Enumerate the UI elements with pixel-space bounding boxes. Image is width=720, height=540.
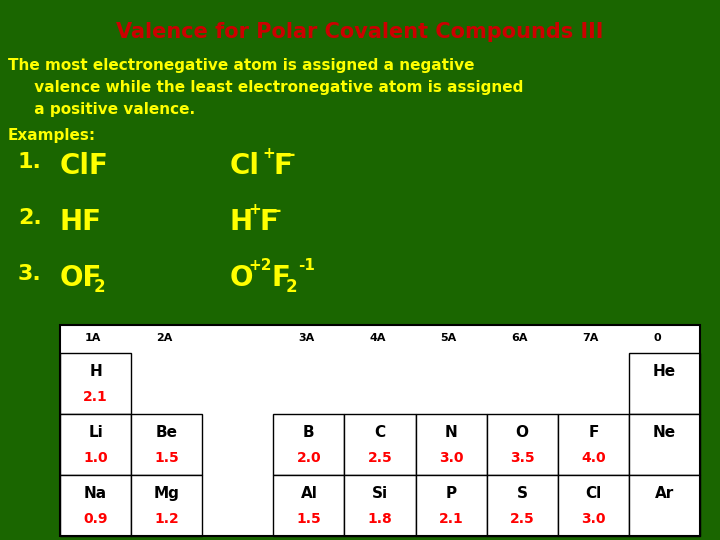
Text: 2: 2 [94,278,106,296]
Bar [274,414,344,475]
Text: S: S [517,486,528,501]
Text: Be: Be [156,425,178,440]
Text: O: O [230,264,253,292]
Text: 1A: 1A [85,333,102,342]
Text: 2: 2 [286,278,297,296]
Text: 3.5: 3.5 [510,451,534,465]
Text: He: He [653,364,676,379]
Text: F: F [272,264,291,292]
Bar [60,414,131,475]
Text: B: B [303,425,315,440]
Bar [344,414,415,475]
Text: 3A: 3A [298,333,315,342]
Bar [558,475,629,536]
Text: F: F [260,208,279,236]
Text: OF: OF [60,264,102,292]
Bar [60,325,700,536]
Text: 1.0: 1.0 [84,451,108,465]
Text: Si: Si [372,486,388,501]
Text: 1.5: 1.5 [154,451,179,465]
Text: 2.0: 2.0 [297,451,321,465]
Text: O: O [516,425,528,440]
Text: 1.: 1. [18,152,42,172]
Text: +: + [262,146,275,161]
Text: Al: Al [300,486,318,501]
Bar [629,353,700,414]
Text: 3.0: 3.0 [439,451,464,465]
Text: -: - [274,202,282,220]
Text: H: H [89,364,102,379]
Text: 2.1: 2.1 [438,512,464,526]
Text: Cl: Cl [230,152,260,180]
Text: 3.0: 3.0 [581,512,606,526]
Text: 5A: 5A [441,333,456,342]
Bar [60,325,700,536]
Bar [274,475,344,536]
Text: ClF: ClF [60,152,109,180]
Text: 1.8: 1.8 [368,512,392,526]
Bar [60,353,131,414]
Text: valence while the least electronegative atom is assigned: valence while the least electronegative … [8,80,523,95]
Bar [558,414,629,475]
Bar [629,475,700,536]
Text: The most electronegative atom is assigned a negative: The most electronegative atom is assigne… [8,58,474,73]
Text: 2A: 2A [156,333,172,342]
Bar [344,475,415,536]
Text: Ne: Ne [653,425,676,440]
Bar [131,414,202,475]
Text: Li: Li [88,425,103,440]
Text: 0: 0 [654,333,662,342]
Text: HF: HF [60,208,102,236]
Text: 2.1: 2.1 [84,390,108,404]
Text: F: F [274,152,293,180]
Text: +: + [248,202,261,217]
Text: 4.0: 4.0 [581,451,606,465]
Text: 3.: 3. [18,264,42,284]
Bar [60,475,131,536]
Text: Ar: Ar [654,486,674,501]
Text: Valence for Polar Covalent Compounds III: Valence for Polar Covalent Compounds III [117,22,603,42]
Text: N: N [445,425,457,440]
Text: 1.2: 1.2 [154,512,179,526]
Text: 7A: 7A [582,333,599,342]
Bar [487,414,558,475]
Text: 6A: 6A [511,333,528,342]
Bar [629,414,700,475]
Text: 2.5: 2.5 [368,451,392,465]
Text: Mg: Mg [154,486,179,501]
Text: C: C [374,425,386,440]
Text: 0.9: 0.9 [84,512,108,526]
Bar [131,475,202,536]
Bar [415,414,487,475]
Text: -1: -1 [298,258,315,273]
Text: H: H [230,208,253,236]
Text: 2.5: 2.5 [510,512,534,526]
Text: F: F [588,425,598,440]
Text: Cl: Cl [585,486,601,501]
Bar [415,475,487,536]
Text: a positive valence.: a positive valence. [8,102,195,117]
Text: 2.: 2. [18,208,42,228]
Text: 4A: 4A [369,333,386,342]
Text: -: - [288,146,295,164]
Text: Na: Na [84,486,107,501]
Bar [487,475,558,536]
Text: +2: +2 [248,258,271,273]
Text: 1.5: 1.5 [297,512,321,526]
Text: P: P [446,486,456,501]
Text: Examples:: Examples: [8,128,96,143]
